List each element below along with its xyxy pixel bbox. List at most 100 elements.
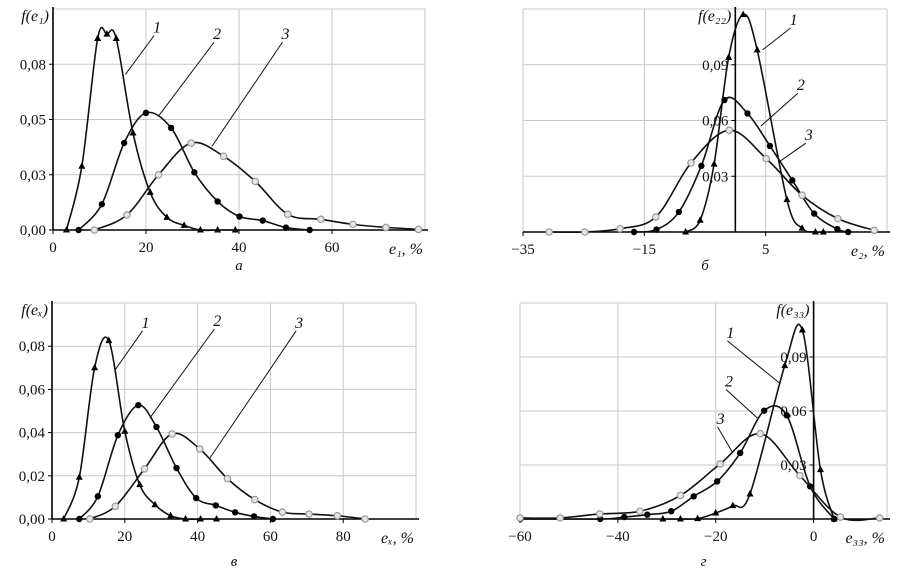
x-axis-label: eₓ, % — [381, 530, 414, 547]
data-point-circle — [94, 493, 102, 500]
data-point-triangle — [60, 515, 68, 522]
data-point-open-circle — [86, 515, 94, 523]
panel-c: 0 20 40 60 80 0,00 0,02 0,04 0,06 0,08 f(eₓ) eₓ, % в… — [19, 301, 419, 570]
data-point-circle — [114, 431, 122, 439]
data-point-open-circle — [616, 224, 624, 233]
y-axis-label: f(e₁) — [21, 8, 49, 25]
data-point-open-circle — [756, 429, 765, 438]
data-point-triangle — [781, 361, 789, 369]
data-point-open-circle — [581, 228, 589, 236]
series-line — [549, 129, 875, 234]
x-tick-label: 40 — [190, 529, 205, 545]
y-tick-label: 0,08 — [19, 339, 45, 355]
data-point-circle — [142, 109, 150, 117]
x-tick-label: −40 — [606, 529, 629, 545]
x-tick-label: −60 — [508, 529, 531, 545]
data-point-circle — [192, 494, 200, 502]
series-2 — [76, 401, 277, 523]
x-tick-label: 0 — [48, 529, 56, 545]
data-point-triangle — [725, 53, 733, 60]
y-tick-label: 0,09 — [702, 58, 728, 74]
data-point-circle — [714, 478, 721, 485]
y-tick-label: 0,06 — [19, 382, 46, 398]
data-point-open-circle — [219, 152, 228, 161]
data-point-triangle — [180, 221, 188, 228]
data-point-open-circle — [716, 460, 724, 468]
data-point-open-circle — [798, 191, 806, 200]
series-line — [65, 26, 236, 232]
data-point-circle — [212, 502, 219, 509]
data-point-open-circle — [676, 491, 685, 500]
data-point-open-circle — [556, 514, 564, 522]
data-point-circle — [135, 401, 142, 409]
data-point-triangle — [798, 224, 806, 231]
data-point-circle — [231, 509, 239, 516]
annotation-leader-line — [727, 340, 780, 384]
data-point-triangle — [819, 228, 827, 235]
x-tick-label: −15 — [633, 242, 656, 258]
data-point-open-circle — [595, 510, 604, 518]
curve-label: 2 — [797, 77, 805, 94]
annotation-leader-line — [209, 330, 297, 459]
data-point-open-circle — [284, 210, 292, 219]
x-tick-label: 40 — [232, 240, 247, 256]
data-point-open-circle — [140, 465, 149, 473]
y-tick-label: 0,00 — [19, 512, 45, 528]
data-point-triangle — [694, 514, 702, 522]
data-point-open-circle — [834, 214, 842, 223]
panel-a: 0 20 40 60 0,00 0,03 0,05 0,08 f(e₁) e₁, % а 1 2 3 — [20, 7, 428, 274]
series-line — [94, 141, 419, 231]
data-point-open-circle — [187, 139, 195, 147]
curve-label: 2 — [213, 313, 221, 330]
data-point-triangle — [783, 195, 791, 203]
series-line — [520, 405, 835, 520]
curve-label: 2 — [725, 373, 733, 390]
data-point-open-circle — [123, 211, 131, 219]
data-point-open-circle — [762, 154, 771, 163]
curve-label: 2 — [213, 26, 221, 43]
annotation-leader-line — [717, 426, 733, 452]
data-point-open-circle — [333, 511, 342, 520]
x-axis-label: e₁, % — [389, 241, 423, 258]
data-point-circle — [214, 198, 221, 205]
annotation-leader-line — [762, 27, 791, 51]
data-point-triangle — [798, 326, 806, 333]
data-point-open-circle — [870, 226, 879, 235]
panel-label: а — [235, 258, 243, 274]
x-tick-label: 0 — [49, 240, 57, 256]
data-point-circle — [737, 449, 744, 457]
curve-label: 3 — [804, 127, 813, 144]
annotation-leader-line — [125, 35, 155, 75]
data-point-open-circle — [154, 170, 163, 179]
data-point-circle — [783, 412, 790, 419]
data-point-open-circle — [168, 430, 176, 438]
data-point-circle — [259, 217, 266, 224]
data-point-open-circle — [725, 126, 734, 134]
data-point-triangle — [231, 226, 239, 233]
series-line — [685, 13, 824, 234]
annotation-leader-line — [760, 92, 799, 127]
data-point-circle — [760, 407, 768, 414]
data-point-triangle — [167, 511, 175, 519]
x-tick-label: 5 — [762, 242, 770, 258]
data-point-open-circle — [382, 223, 390, 232]
y-tick-label: 0,04 — [19, 426, 46, 442]
annotation-leader-line — [211, 41, 283, 147]
data-point-triangle — [816, 465, 824, 473]
x-tick-label: 60 — [263, 529, 278, 545]
data-point-circle — [98, 201, 106, 208]
data-point-triangle — [163, 213, 171, 220]
data-point-open-circle — [796, 471, 804, 480]
series-3 — [516, 429, 884, 522]
y-tick-label: 0,03 — [702, 169, 728, 185]
data-point-triangle — [129, 128, 137, 136]
series-3 — [90, 139, 423, 234]
data-point-circle — [834, 225, 841, 233]
data-point-open-circle — [250, 495, 259, 504]
data-point-circle — [644, 511, 651, 518]
data-point-circle — [153, 423, 160, 431]
panel-label: б — [701, 258, 709, 274]
data-point-open-circle — [317, 215, 325, 224]
curve-label: 1 — [142, 315, 150, 332]
annotation-leader-line — [725, 388, 758, 419]
